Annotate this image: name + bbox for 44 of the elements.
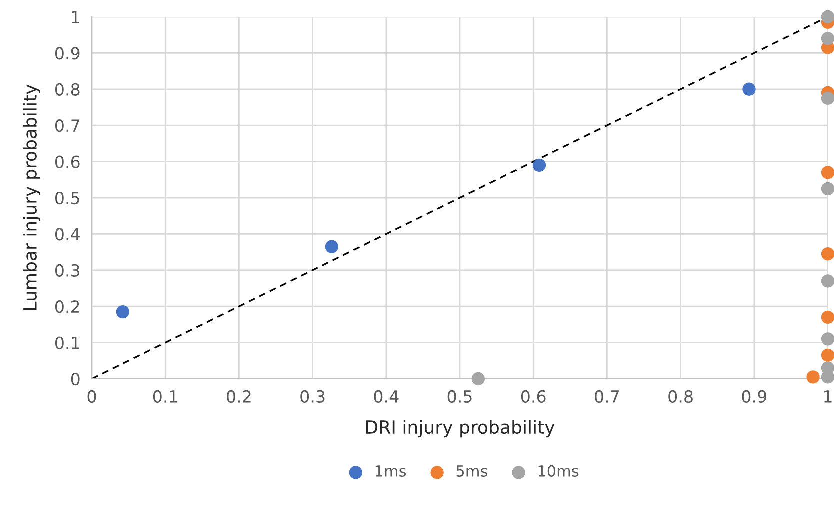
x-tick-label: 1 — [824, 390, 832, 403]
point — [742, 82, 756, 96]
y-tick-label: 0 — [71, 372, 80, 386]
x-tick-label: 0.7 — [595, 390, 620, 404]
x-tick-label: 0.5 — [448, 390, 472, 404]
y-tick-label: 0.5 — [55, 192, 80, 205]
x-tick-label: 0.9 — [742, 390, 766, 404]
point — [821, 92, 834, 106]
point — [821, 370, 834, 384]
y-tick-label: 1 — [72, 11, 80, 24]
point — [821, 348, 834, 362]
x-tick-label: 0.6 — [521, 390, 546, 404]
y-tick-label: 0.9 — [55, 47, 80, 60]
y-tick-label: 0.7 — [55, 120, 80, 132]
x-tick-label: 0.4 — [374, 390, 399, 404]
y-tick-label: 0.8 — [55, 83, 80, 96]
point — [821, 32, 834, 46]
y-tick-label: 0.2 — [55, 300, 80, 314]
x-tick-label: 0 — [88, 390, 96, 404]
point — [821, 332, 834, 346]
point — [821, 310, 834, 324]
point — [821, 10, 834, 24]
x-axis-title: DRI injury probability — [366, 420, 555, 438]
legend-label: 10ms — [538, 465, 579, 477]
legend-label: 1ms — [376, 466, 406, 477]
point — [821, 166, 834, 180]
point — [532, 158, 546, 172]
point — [806, 370, 820, 384]
point — [325, 240, 339, 254]
point — [116, 305, 130, 319]
point — [821, 182, 834, 196]
point — [472, 372, 485, 386]
y-tick-label: 0.6 — [55, 156, 80, 168]
x-tick-label: 0.8 — [668, 390, 693, 404]
y-tick-label: 0.3 — [55, 264, 80, 277]
y-tick-label: 0.1 — [55, 336, 80, 350]
x-tick-label: 0.3 — [300, 390, 325, 404]
point — [821, 248, 834, 261]
x-tick-label: 0.1 — [153, 390, 178, 404]
legend-label: 5ms — [456, 466, 488, 477]
point — [821, 274, 834, 288]
y-tick-label: 0.4 — [55, 228, 80, 241]
x-tick-label: 0.2 — [227, 390, 251, 404]
y-axis-title: Lumbar injury probability — [23, 84, 40, 310]
